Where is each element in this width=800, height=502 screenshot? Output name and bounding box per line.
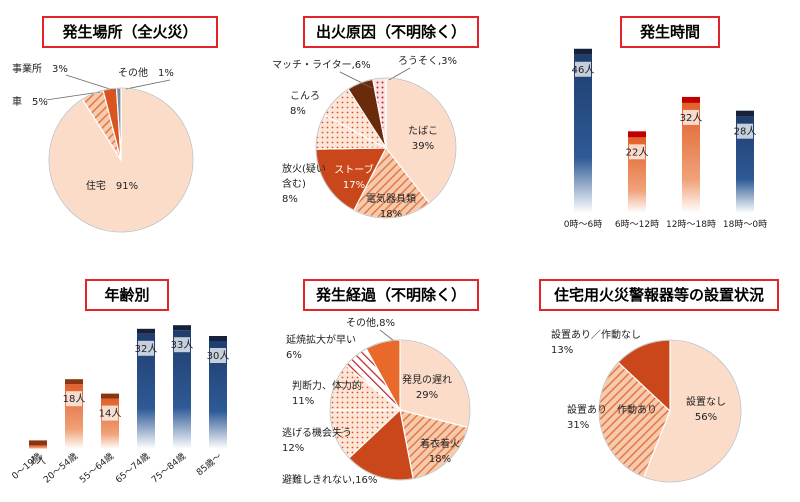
age-bar-cap-4: [173, 325, 191, 331]
time-value-0: 46人: [572, 64, 595, 76]
time-value-1: 22人: [626, 146, 649, 158]
age-bar-cap-3: [137, 328, 155, 334]
title-place: 発生場所（全火災）: [42, 16, 218, 48]
time-value-3: 28人: [734, 126, 757, 138]
time-bar-0: [574, 54, 592, 214]
process-label-4: 判断力、体力的 11%: [292, 379, 362, 407]
alarm-label-1: 設置あり 作動あり 31%: [567, 403, 657, 431]
age-value-bg-3: [138, 340, 154, 356]
cause-outline: [315, 77, 457, 219]
age-bar-cap-5: [209, 336, 227, 341]
time-bar-cap-1: [628, 131, 646, 138]
cause-label-6: ろうそく,3%: [398, 55, 457, 67]
age-bar-cap-2: [101, 393, 119, 399]
age-value-bg-5: [210, 348, 226, 363]
time-tick-0: 0時～6時: [564, 219, 602, 230]
age-value-3: 32人: [135, 343, 158, 355]
age-bar-3: [137, 333, 155, 449]
time-tick-2: 12時～18時: [666, 219, 716, 230]
process-label-6: その他,8%: [346, 316, 395, 329]
process-label-2: 避難しきれない,16%: [282, 473, 377, 486]
age-bar-cap-1: [65, 379, 83, 385]
age-value-1: 18人: [63, 393, 86, 405]
alarm-label-2: 設置あり／作動なし 13%: [551, 328, 641, 356]
title-cause: 出火原因（不明除く）: [303, 16, 479, 48]
age-value-0: 1人: [30, 454, 46, 466]
age-tick-5: 85歳～: [194, 450, 224, 478]
place-leader-1: [45, 91, 101, 101]
age-bar-4: [173, 330, 191, 449]
cause-label-4: こんろ 8%: [290, 90, 320, 117]
time-value-2: 32人: [680, 112, 703, 124]
cause-leader-5: [339, 71, 373, 89]
age-bar-0: [29, 445, 47, 449]
process-leader-6: [379, 329, 395, 342]
title-age: 年齢別: [85, 279, 169, 311]
place-label-3: その他 1%: [118, 66, 174, 79]
age-bar-5: [209, 341, 227, 449]
cause-label-1: 電気器具類 18%: [366, 192, 416, 220]
alarm-outline: [598, 339, 742, 483]
time-tick-1: 6時～12時: [615, 219, 659, 230]
age-value-5: 30人: [207, 350, 230, 362]
age-value-2: 14人: [99, 408, 122, 420]
alarm-label-0: 設置なし 56%: [686, 395, 726, 423]
process-outline: [329, 339, 471, 481]
time-value-bg-1: [629, 144, 645, 160]
age-tick-4: 75～84歳: [149, 450, 188, 485]
time-bar-3: [736, 116, 754, 213]
age-value-4: 33人: [171, 339, 194, 351]
title-alarm: 住宅用火災警報器等の設置状況: [539, 279, 779, 311]
place-leader-3: [125, 79, 171, 90]
time-value-bg-2: [683, 109, 699, 125]
time-bar-2: [682, 102, 700, 213]
place-label-1: 車 5%: [12, 95, 48, 108]
age-tick-3: 65～74歳: [113, 450, 152, 485]
cause-label-3: 放火(疑い含む) 8%: [282, 162, 326, 205]
age-value-bg-1: [66, 391, 82, 407]
time-bar-cap-0: [574, 48, 592, 55]
age-tick-2: 55～64歳: [77, 450, 116, 485]
place-outline: [48, 87, 194, 233]
place-leader-2: [65, 74, 117, 92]
age-value-bg-4: [174, 337, 190, 353]
time-bar-cap-2: [682, 96, 700, 103]
place-label-2: 事業所 3%: [12, 62, 68, 75]
age-value-bg-2: [102, 405, 118, 421]
process-label-5: 延焼拡大が早い 6%: [286, 333, 356, 361]
time-value-bg-0: [575, 61, 591, 77]
time-value-bg-3: [737, 123, 753, 139]
age-tick-1: 20～54歳: [41, 450, 80, 485]
process-label-1: 着衣着火 18%: [420, 437, 460, 465]
title-process: 発生経過（不明除く）: [303, 279, 479, 311]
time-tick-3: 18時～0時: [723, 219, 767, 230]
process-label-0: 発見の遅れ 29%: [402, 373, 452, 401]
age-bar-cap-0: [29, 440, 47, 446]
cause-label-5: マッチ・ライター,6%: [272, 59, 371, 71]
place-label-0: 住宅 91%: [86, 179, 138, 192]
cause-label-0: たばこ 39%: [408, 125, 438, 152]
cause-label-2: ストーブ 17%: [334, 163, 373, 191]
time-bar-cap-3: [736, 110, 754, 117]
age-value-bg-0: [30, 452, 46, 468]
title-time: 発生時間: [620, 16, 720, 48]
